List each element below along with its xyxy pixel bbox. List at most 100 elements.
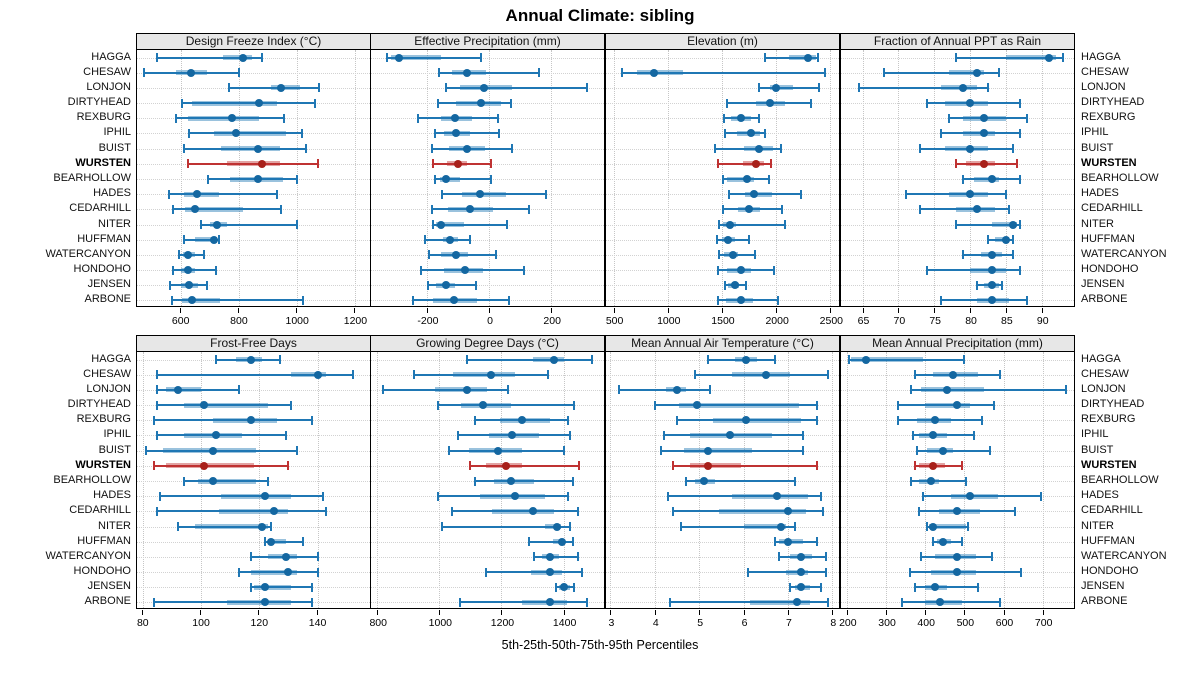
axis-tick-label: 65 bbox=[857, 315, 870, 327]
whisker-5th-95th bbox=[383, 388, 508, 391]
median-dot bbox=[741, 355, 750, 364]
whisker-cap bbox=[214, 265, 217, 275]
band-25th-75th bbox=[973, 176, 999, 182]
whisker-cap bbox=[168, 189, 171, 199]
band-25th-75th bbox=[391, 55, 441, 61]
whisker-cap bbox=[961, 537, 964, 547]
axis-tick-label: 80 bbox=[136, 617, 149, 629]
median-dot bbox=[797, 568, 806, 577]
band-25th-75th bbox=[991, 222, 1017, 228]
whisker-cap bbox=[278, 355, 281, 365]
median-dot bbox=[284, 568, 293, 577]
whisker-cap bbox=[316, 567, 319, 577]
whisker-cap bbox=[717, 265, 720, 275]
whisker-cap bbox=[438, 68, 441, 78]
axis-tick bbox=[1005, 308, 1007, 313]
band-25th-75th bbox=[690, 463, 742, 469]
site-label-right-hondoho: HONDOHO bbox=[1081, 565, 1139, 578]
whisker-cap bbox=[1015, 159, 1018, 169]
panel-plot-3-0 bbox=[840, 49, 1075, 307]
axis-tick-label: 3 bbox=[608, 617, 615, 629]
whisker-cap bbox=[310, 582, 313, 592]
whisker-5th-95th bbox=[681, 525, 795, 528]
axis-tick bbox=[862, 308, 864, 313]
whisker-cap bbox=[671, 461, 674, 471]
site-label-right-cedarhill: CEDARHILL bbox=[1081, 202, 1143, 215]
band-25th-75th bbox=[192, 100, 277, 106]
whisker-cap bbox=[1019, 174, 1022, 184]
whisker-cap bbox=[528, 204, 531, 214]
median-dot bbox=[783, 537, 792, 546]
band-25th-75th bbox=[521, 599, 567, 605]
band-25th-75th bbox=[268, 539, 286, 545]
median-dot bbox=[246, 416, 255, 425]
whisker-cap bbox=[778, 552, 781, 562]
site-label-right-lonjon: LONJON bbox=[1081, 80, 1126, 93]
whisker-cap bbox=[456, 430, 459, 440]
median-dot bbox=[980, 114, 989, 123]
band-25th-75th bbox=[198, 478, 257, 484]
median-dot bbox=[1044, 53, 1053, 62]
median-dot bbox=[313, 370, 322, 379]
whisker-cap bbox=[883, 68, 885, 78]
median-dot bbox=[183, 250, 192, 259]
axis-tick-label: 75 bbox=[929, 315, 942, 327]
axis-tick bbox=[316, 610, 318, 615]
axis-tick-label: 400 bbox=[917, 617, 935, 629]
whisker-5th-95th bbox=[485, 571, 583, 574]
whisker-5th-95th bbox=[157, 404, 292, 407]
whisker-cap bbox=[436, 491, 439, 501]
whisker-cap bbox=[728, 189, 730, 199]
axis-tick-label: 1000 bbox=[428, 617, 453, 629]
whisker-cap bbox=[954, 53, 957, 63]
whisker-5th-95th bbox=[927, 269, 1021, 272]
whisker-cap bbox=[824, 68, 827, 78]
whisker-5th-95th bbox=[901, 601, 1000, 604]
whisker-cap bbox=[676, 415, 678, 425]
median-dot bbox=[987, 281, 996, 290]
axis-tick bbox=[721, 308, 723, 313]
median-dot bbox=[185, 281, 194, 290]
whisker-cap bbox=[815, 400, 818, 410]
median-dot bbox=[938, 537, 947, 546]
band-25th-75th bbox=[962, 130, 996, 136]
band-25th-75th bbox=[250, 569, 298, 575]
whisker-cap bbox=[667, 491, 670, 501]
whisker-5th-95th bbox=[208, 178, 298, 180]
whisker-cap bbox=[1012, 144, 1015, 154]
whisker-5th-95th bbox=[431, 147, 512, 150]
whisker-cap bbox=[747, 235, 750, 245]
whisker-cap bbox=[997, 68, 1000, 78]
site-label-left-wursten: WURSTEN bbox=[75, 458, 131, 471]
median-dot bbox=[460, 266, 469, 275]
whisker-cap bbox=[722, 113, 725, 123]
row-guide bbox=[841, 254, 1074, 256]
row-guide bbox=[606, 285, 839, 287]
whisker-5th-95th bbox=[238, 571, 318, 574]
whisker-5th-95th bbox=[386, 56, 482, 59]
band-25th-75th bbox=[221, 146, 280, 152]
site-label-left-niter: NITER bbox=[98, 217, 131, 230]
row-guide bbox=[606, 133, 839, 135]
whisker-cap bbox=[754, 250, 756, 260]
whisker-5th-95th bbox=[919, 510, 1016, 513]
whisker-cap bbox=[310, 415, 313, 425]
site-label-left-hagga: HAGGA bbox=[91, 50, 131, 63]
whisker-5th-95th bbox=[858, 86, 988, 89]
whisker-cap bbox=[169, 280, 172, 290]
median-dot bbox=[987, 175, 996, 183]
median-dot bbox=[929, 522, 938, 531]
whisker-cap bbox=[413, 370, 416, 380]
whisker-cap bbox=[793, 476, 796, 486]
whisker-cap bbox=[432, 159, 435, 169]
band-25th-75th bbox=[462, 191, 506, 197]
axis-tick bbox=[832, 610, 834, 615]
whisker-cap bbox=[186, 159, 189, 169]
whisker-cap bbox=[237, 385, 240, 395]
whisker-cap bbox=[998, 370, 1001, 380]
median-dot bbox=[502, 461, 511, 470]
median-dot bbox=[258, 522, 267, 531]
median-dot bbox=[929, 431, 938, 440]
row-guide bbox=[371, 587, 604, 589]
median-dot bbox=[862, 355, 871, 364]
